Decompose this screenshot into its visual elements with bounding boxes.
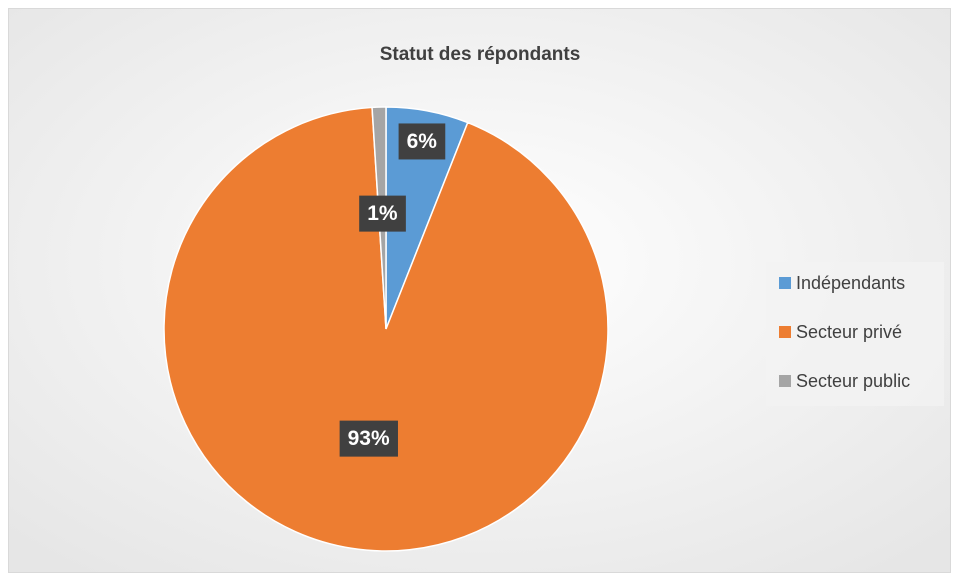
legend-label: Secteur privé bbox=[796, 322, 902, 342]
legend-label: Secteur public bbox=[796, 371, 910, 391]
data-label: 6% bbox=[407, 130, 438, 153]
legend-swatch bbox=[779, 375, 791, 387]
legend-label: Indépendants bbox=[796, 273, 905, 293]
data-label-box bbox=[398, 123, 446, 160]
legend-swatch bbox=[779, 326, 791, 338]
data-label: 93% bbox=[348, 427, 390, 450]
data-label-box bbox=[339, 420, 398, 457]
pie-slice bbox=[163, 106, 609, 552]
legend-box bbox=[766, 262, 944, 406]
chart-title: Statut des répondants bbox=[380, 44, 581, 65]
legend-swatch bbox=[779, 277, 791, 289]
data-label: 1% bbox=[367, 202, 398, 225]
data-label-box bbox=[359, 195, 406, 232]
